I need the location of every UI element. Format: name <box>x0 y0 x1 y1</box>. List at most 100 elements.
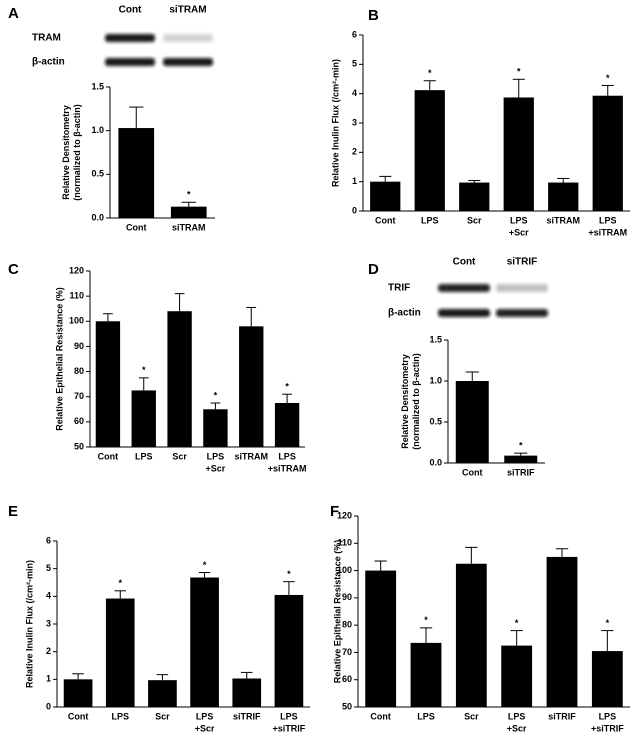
y-tick-label: 5 <box>46 563 51 573</box>
y-tick-label: 0 <box>352 205 357 215</box>
x-tick-label: +Scr <box>195 723 215 733</box>
x-tick-label: Scr <box>467 215 482 225</box>
blot-column-label: Cont <box>119 5 142 16</box>
x-tick-label: LPS <box>599 215 617 225</box>
y-tick-label: 60 <box>342 674 352 684</box>
significance: * <box>606 73 610 83</box>
error-bar <box>103 313 113 322</box>
x-tick-label: siTRIF <box>548 711 576 721</box>
y-tick-label: 70 <box>74 391 84 401</box>
y-tick-label: 1.0 <box>91 125 104 135</box>
y-tick-label: 3 <box>352 117 357 127</box>
blot-band <box>496 284 548 292</box>
x-tick-label: Scr <box>172 451 187 461</box>
x-tick-label: Cont <box>68 711 89 721</box>
x-tick-label: siTRAM <box>172 222 206 232</box>
error-bar <box>282 393 292 403</box>
error-bar <box>555 548 569 557</box>
error-bar <box>468 179 481 183</box>
blot-column-label: Cont <box>453 257 476 268</box>
y-tick-label: 1.5 <box>91 81 104 91</box>
x-tick-label: LPS <box>599 711 617 721</box>
x-tick-label: Cont <box>370 711 391 721</box>
y-tick-label: 90 <box>74 341 84 351</box>
y-tick-label: 2 <box>352 147 357 157</box>
y-tick-label: 0.0 <box>429 457 442 467</box>
y-axis-label: Relative Densitometry <box>61 105 71 200</box>
bar <box>232 678 262 707</box>
blot-row-label: β-actin <box>388 308 421 319</box>
x-tick-label: +Scr <box>509 227 529 237</box>
y-tick-label: 3 <box>46 618 51 628</box>
bar <box>274 594 304 707</box>
error-bar <box>601 84 614 96</box>
x-tick-label: siTRIF <box>233 711 261 721</box>
bar <box>503 97 534 211</box>
error-bar <box>379 175 392 182</box>
blot-row-label: β-actin <box>32 57 65 68</box>
blot-band <box>163 34 213 42</box>
significance: * <box>118 578 122 588</box>
x-tick-label: Cont <box>375 215 396 225</box>
y-tick-label: 0.5 <box>429 416 442 426</box>
panel-label: B <box>368 7 379 24</box>
y-tick-label: 1 <box>46 674 51 684</box>
error-bar <box>156 674 169 681</box>
x-tick-label: +Scr <box>507 723 527 733</box>
panel-label: F <box>330 503 339 520</box>
bar <box>190 577 219 707</box>
error-bar <box>198 572 211 578</box>
error-bar <box>374 560 387 571</box>
x-tick-label: LPS <box>508 711 526 721</box>
bar <box>455 381 489 463</box>
bar <box>148 680 177 707</box>
significance: * <box>203 560 207 570</box>
bar <box>95 321 121 447</box>
x-tick-label: Scr <box>464 711 479 721</box>
error-bar <box>465 546 478 564</box>
bar <box>546 556 578 707</box>
panel-label: C <box>8 261 19 278</box>
significance: * <box>517 67 521 77</box>
error-bar <box>72 673 84 680</box>
y-tick-label: 120 <box>69 265 84 275</box>
bar <box>370 181 401 211</box>
blot-band <box>438 309 490 317</box>
error-bar <box>557 177 570 183</box>
error-bar <box>246 306 257 327</box>
error-bar <box>510 630 523 646</box>
x-tick-label: +siTRIF <box>591 723 624 733</box>
significance: * <box>428 68 432 78</box>
bar <box>591 651 623 707</box>
error-bar <box>514 452 528 456</box>
y-tick-label: 6 <box>352 29 357 39</box>
bar <box>592 95 623 211</box>
error-bar <box>129 106 144 129</box>
y-tick-label: 110 <box>69 291 84 301</box>
blot-column-label: siTRAM <box>169 5 206 16</box>
bar <box>170 206 207 218</box>
bar <box>118 128 155 218</box>
y-tick-label: 120 <box>337 510 352 520</box>
x-tick-label: LPS <box>135 451 153 461</box>
blot-column-label: siTRIF <box>507 257 538 268</box>
y-tick-label: 1 <box>352 176 357 186</box>
panel-label: A <box>8 5 19 22</box>
y-tick-label: 100 <box>69 316 84 326</box>
bar <box>105 598 135 707</box>
blot-row-label: TRIF <box>388 283 410 294</box>
bar <box>203 409 228 447</box>
significance: * <box>424 615 428 625</box>
x-tick-label: LPS <box>207 451 225 461</box>
bar <box>414 90 445 211</box>
error-bar <box>241 671 253 679</box>
y-axis-label: Relative Densitometry <box>400 354 410 449</box>
error-bar <box>601 630 614 652</box>
x-tick-label: LPS <box>278 451 296 461</box>
blot-band <box>105 58 155 66</box>
x-tick-label: +siTRIF <box>273 723 306 733</box>
x-tick-label: Cont <box>98 451 119 461</box>
y-tick-label: 2 <box>46 646 51 656</box>
y-tick-label: 0.5 <box>91 169 104 179</box>
